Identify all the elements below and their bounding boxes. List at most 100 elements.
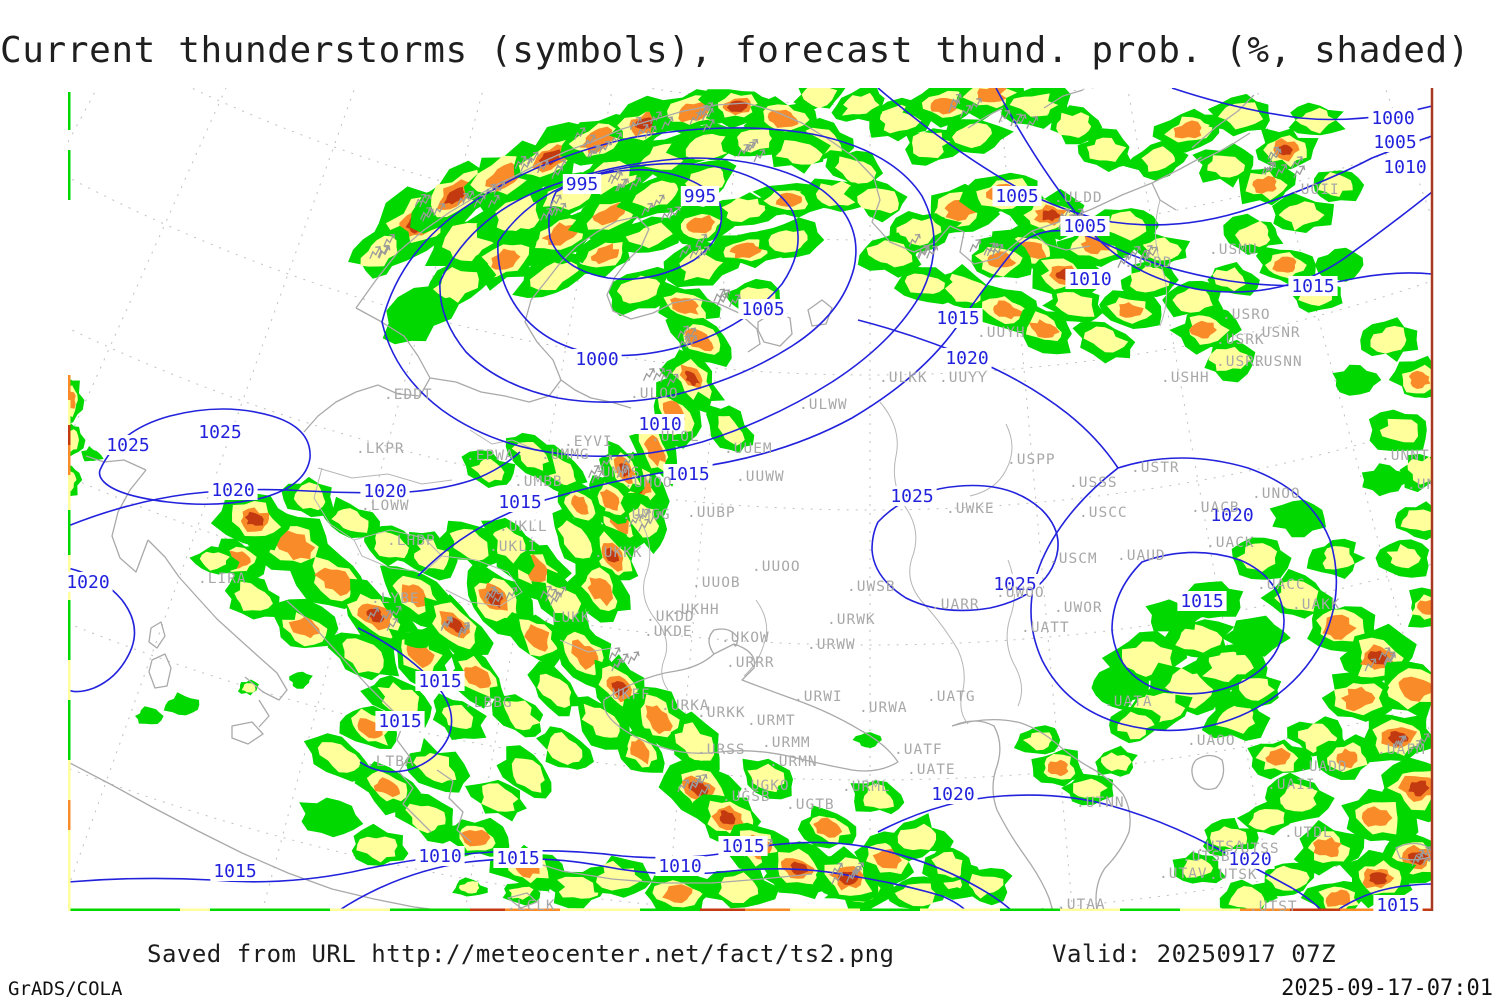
prob-shade-level3 — [1336, 748, 1358, 769]
thunderstorm-symbol — [549, 194, 562, 208]
isobar-label-box — [942, 348, 992, 368]
grads-credit: GrADS/COLA — [8, 978, 123, 1000]
thunderstorm-symbol — [702, 119, 715, 133]
coastline — [1191, 754, 1225, 791]
thunderstorm-symbol — [728, 294, 741, 308]
isobar-label: 1005 — [1063, 216, 1106, 237]
prob-shade-level2 — [1207, 155, 1245, 178]
prob-shade-level3 — [1361, 806, 1393, 827]
thunderstorm-symbol — [1146, 246, 1159, 260]
thunderstorm-symbol — [644, 125, 657, 139]
thunderstorm-symbol — [608, 647, 621, 661]
thunderstorm-symbol — [536, 160, 549, 174]
station-label: .UUWW — [736, 469, 785, 485]
station-label: .LBBG — [464, 695, 513, 711]
thunderstorm-symbol — [959, 104, 972, 118]
prob-shade-level2 — [625, 220, 674, 249]
thunderstorm-symbol — [610, 171, 623, 185]
station-label: .UMMS — [592, 465, 641, 481]
thunderstorm-symbol — [716, 293, 729, 307]
station-label: .URML — [842, 779, 891, 795]
prob-shade-level2 — [815, 181, 858, 207]
thunderstorm-symbol — [440, 617, 453, 631]
prob-shade-level2 — [1086, 137, 1127, 162]
prob-shade-level2 — [411, 539, 450, 570]
thunderstorm-symbol — [1275, 163, 1288, 177]
station-label: .UGKO — [741, 778, 790, 794]
station-label: .UMBB — [514, 474, 563, 490]
station-label: .LYBE — [371, 591, 420, 607]
prob-shade-level2 — [331, 508, 369, 533]
isobar-label: 1005 — [995, 186, 1038, 207]
station-label: .UKKK — [594, 545, 643, 561]
prob-shade-level2 — [490, 527, 526, 564]
thunderstorm-symbol — [583, 134, 596, 148]
thunderstorm-symbol — [386, 617, 399, 631]
thunderstorm-symbol — [666, 373, 679, 387]
prob-shade-level2 — [863, 783, 894, 809]
station-label: .UAFM — [1377, 742, 1426, 758]
river — [879, 401, 969, 725]
station-label: .URSS — [697, 742, 746, 758]
station-label: .UATE — [907, 762, 956, 778]
station-label: .UMGG — [622, 507, 671, 523]
isobar-label-box — [655, 856, 705, 876]
station-label: .UATF — [894, 742, 943, 758]
station-label: .UKDD — [646, 609, 695, 625]
thunderstorm-symbol — [969, 97, 982, 111]
prob-shade-level2 — [1278, 201, 1325, 231]
thunderstorm-symbol — [753, 149, 766, 163]
station-label: .URMM — [762, 735, 811, 751]
isobar-label-box — [738, 299, 788, 319]
prob-shade-level3 — [590, 243, 620, 265]
prob-shade-level2 — [616, 275, 661, 304]
isobar-label: 1010 — [1068, 269, 1111, 290]
prob-shade-level2 — [1208, 346, 1251, 371]
station-label: .USCC — [1079, 505, 1128, 521]
station-label: .LOWW — [361, 498, 410, 514]
isobar-line — [68, 841, 1013, 911]
thunderstorm-symbol — [487, 194, 500, 208]
station-label: .LHBP — [387, 533, 436, 549]
prob-shade-level2 — [1322, 546, 1355, 570]
isobar-line — [1111, 551, 1285, 695]
thunderstorm-symbol — [701, 107, 714, 121]
prob-shade-level1 — [299, 797, 364, 838]
prob-shade-level2 — [1235, 221, 1271, 248]
isobar-label: 1015 — [378, 711, 421, 732]
thunderstorm-symbol — [831, 871, 844, 885]
thunderstorm-symbol — [1364, 658, 1377, 672]
prob-shade-level2 — [1210, 826, 1248, 849]
prob-shade-level3 — [686, 214, 716, 234]
station-label: .UTAA — [1057, 897, 1106, 913]
station-label: .UTSK — [1209, 867, 1258, 883]
thunderstorm-symbol — [701, 102, 714, 116]
thunderstorm-symbol — [1264, 162, 1277, 176]
station-label: .USPP — [1007, 452, 1056, 468]
prob-shade-level2 — [596, 860, 643, 891]
thunderstorm-symbol — [846, 869, 859, 883]
thunderstorm-symbol — [600, 455, 613, 469]
thunderstorm-symbol — [660, 369, 673, 383]
thunderstorm-symbol — [679, 244, 692, 258]
thunderstorm-symbol — [422, 208, 435, 222]
station-label: .UATA — [1104, 694, 1153, 710]
prob-shade-level4 — [605, 547, 620, 563]
thunderstorm-symbol — [457, 192, 470, 206]
isobar-labels: 995 995 1000 1000 1005 1005 1005 1005 1010 1010 10… — [68, 108, 1430, 911]
station-label: .UTSB — [1182, 849, 1231, 865]
isobar-label-box — [415, 846, 465, 866]
station-label: .LTBA — [366, 754, 415, 770]
isobar-label: 1020 — [1228, 849, 1271, 870]
thunderstorm-symbol — [520, 158, 533, 172]
station-label: .UMMG — [541, 447, 590, 463]
thunderstorm-symbol — [378, 245, 391, 259]
prob-shade-level2 — [1056, 112, 1092, 138]
prob-shade-level4 — [790, 861, 808, 876]
render-timestamp: 2025-09-17-07:01 — [1281, 976, 1493, 1001]
prob-shade-level4 — [443, 186, 465, 205]
prob-shade-level3 — [314, 567, 353, 597]
thunderstorm-symbol — [419, 194, 432, 208]
coastline — [708, 628, 739, 655]
prob-shade-level1 — [1091, 666, 1149, 711]
